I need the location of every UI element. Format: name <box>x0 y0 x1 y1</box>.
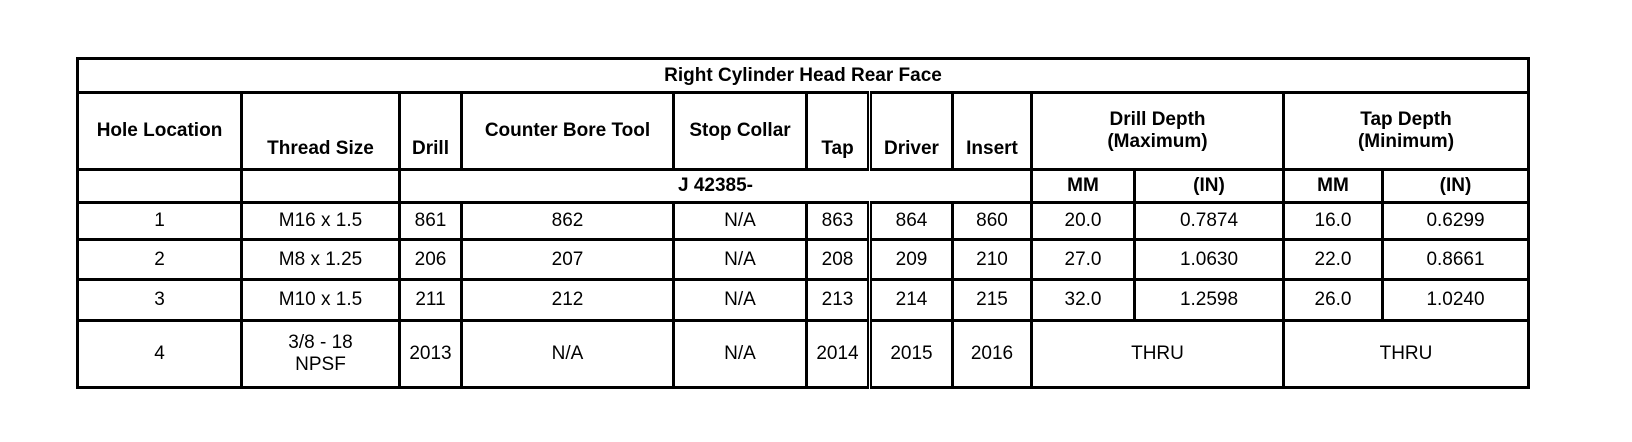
table-row: 4 3/8 - 18 NPSF 2013 N/A N/A 2014 2015 2016 THRU… <box>76 319 1531 389</box>
cell: N/A <box>460 319 675 389</box>
cell: N/A <box>672 238 808 281</box>
header-drill: Drill <box>398 91 463 171</box>
cell: M16 x 1.5 <box>240 201 401 241</box>
cell: 1.2598 <box>1133 278 1285 322</box>
cell: 2 <box>76 238 243 281</box>
cell: 0.6299 <box>1380 201 1531 241</box>
header-stop-collar: Stop Collar <box>672 91 808 171</box>
cell: 22.0 <box>1282 238 1384 281</box>
cell: 206 <box>398 238 463 281</box>
cell: 860 <box>951 201 1033 241</box>
cell: 27.0 <box>1030 238 1136 281</box>
cell: 4 <box>76 319 243 389</box>
header-insert: Insert <box>951 91 1033 171</box>
cell: 16.0 <box>1282 201 1384 241</box>
cell: 2015 <box>868 319 954 389</box>
cell: 0.7874 <box>1133 201 1285 241</box>
cell: 32.0 <box>1030 278 1136 322</box>
cell: 212 <box>460 278 675 322</box>
cell: 861 <box>398 201 463 241</box>
cell: 3 <box>76 278 243 322</box>
cell: 209 <box>868 238 954 281</box>
cell: 1 <box>76 201 243 241</box>
cell: THRU <box>1281 319 1531 389</box>
header-thread-size: Thread Size <box>240 91 401 171</box>
unit-in: (IN) <box>1380 168 1531 204</box>
cell: M8 x 1.25 <box>240 238 401 281</box>
cell: 207 <box>460 238 675 281</box>
cell: 215 <box>951 278 1033 322</box>
empty-cell <box>76 168 243 204</box>
unit-mm: MM <box>1030 168 1136 204</box>
cell: 208 <box>805 238 872 281</box>
table-row: 2 M8 x 1.25 206 207 N/A 208 209 210 27.0 1.0630 22… <box>76 238 1531 281</box>
table-row: 3 M10 x 1.5 211 212 N/A 213 214 215 32.0 1.2598 26… <box>76 278 1531 322</box>
cell: 1.0240 <box>1380 278 1531 322</box>
cell: 211 <box>398 278 463 322</box>
cell: 2016 <box>951 319 1033 389</box>
cell: 2014 <box>805 319 872 389</box>
tool-prefix: J 42385- <box>398 168 1033 204</box>
empty-cell <box>240 168 401 204</box>
cell: 864 <box>868 201 954 241</box>
cell: N/A <box>672 319 808 389</box>
cell: 863 <box>805 201 872 241</box>
table-title: Right Cylinder Head Rear Face <box>75 57 1531 94</box>
header-hole-location: Hole Location <box>76 91 243 171</box>
header-counter-bore-tool: Counter Bore Tool <box>460 91 675 171</box>
hole-spec-table: Right Cylinder Head Rear Face Hole Locat… <box>75 57 1531 389</box>
unit-in: (IN) <box>1133 168 1285 204</box>
unit-mm: MM <box>1282 168 1384 204</box>
cell: 0.8661 <box>1380 238 1531 281</box>
cell: 26.0 <box>1282 278 1384 322</box>
header-drill-depth: Drill Depth (Maximum) <box>1030 91 1285 171</box>
cell: 210 <box>951 238 1033 281</box>
cell: 1.0630 <box>1133 238 1285 281</box>
cell: 214 <box>868 278 954 322</box>
cell: 862 <box>460 201 675 241</box>
cell: N/A <box>672 278 808 322</box>
table-row: 1 M16 x 1.5 861 862 N/A 863 864 860 20.0 0.7874 16… <box>76 201 1531 241</box>
header-driver: Driver <box>868 91 954 171</box>
header-tap: Tap <box>805 91 872 171</box>
cell: 2013 <box>398 319 463 389</box>
cell: N/A <box>672 201 808 241</box>
cell: 20.0 <box>1030 201 1136 241</box>
header-tap-depth: Tap Depth (Minimum) <box>1281 91 1531 171</box>
cell: 3/8 - 18 NPSF <box>240 319 401 389</box>
cell: THRU <box>1030 319 1285 389</box>
cell: M10 x 1.5 <box>240 278 401 322</box>
cell: 213 <box>805 278 872 322</box>
